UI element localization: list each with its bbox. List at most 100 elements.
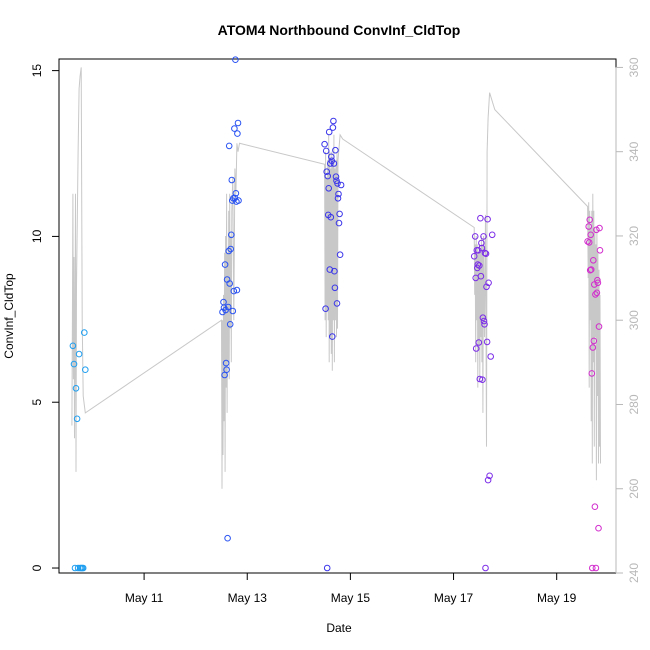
- data-point: [324, 172, 332, 180]
- y-axis: 0 5 10 15: [30, 64, 60, 571]
- data-point: [484, 476, 492, 484]
- data-point: [483, 338, 491, 346]
- data-point: [234, 119, 242, 127]
- data-point: [585, 239, 593, 246]
- data-point: [69, 342, 77, 350]
- data-point: [476, 262, 483, 269]
- data-point: [333, 300, 341, 307]
- data-point: [232, 56, 239, 64]
- data-point: [330, 160, 338, 167]
- data-point: [326, 266, 334, 273]
- data-point: [229, 307, 237, 315]
- data-point: [335, 219, 343, 227]
- data-point: [588, 370, 596, 377]
- data-point: [328, 153, 335, 161]
- data-point: [72, 385, 80, 392]
- data-point: [335, 190, 342, 198]
- data-point: [323, 564, 331, 572]
- data-point: [488, 231, 496, 239]
- data-point: [233, 286, 241, 294]
- data-point: [331, 267, 338, 275]
- data-point: [221, 261, 229, 268]
- right-y-axis: 240 260 280 300 320 340 360: [615, 57, 641, 583]
- data-point: [593, 289, 601, 297]
- data-point: [321, 140, 328, 148]
- data-point: [226, 321, 234, 328]
- data-point: [325, 128, 333, 136]
- data-point: [481, 321, 488, 328]
- data-point: [594, 276, 601, 284]
- data-point: [479, 314, 487, 322]
- data-point: [230, 287, 238, 295]
- data-point: [584, 238, 591, 245]
- data-point: [586, 216, 594, 224]
- data-point: [227, 245, 234, 253]
- x-axis: May 11 May 13 May 15 May 17 May 19: [125, 572, 577, 605]
- data-point: [480, 317, 488, 325]
- chart-title: ATOM4 Northbound ConvInf_CldTop: [218, 22, 461, 38]
- y-tick-label: 15: [30, 64, 44, 78]
- data-point: [472, 345, 480, 352]
- points-layer: [69, 56, 604, 572]
- x-tick-label: May 13: [228, 591, 268, 605]
- temperature-line-layer: [71, 67, 601, 489]
- data-point: [596, 224, 603, 232]
- data-point: [323, 168, 331, 175]
- data-point: [329, 124, 337, 131]
- data-point: [330, 117, 337, 125]
- data-point: [590, 257, 597, 264]
- data-point: [595, 323, 603, 330]
- x-axis-label: Date: [326, 621, 352, 635]
- right-y-tick-label: 360: [627, 57, 641, 77]
- data-point: [596, 247, 604, 254]
- data-point: [471, 233, 479, 240]
- data-point: [587, 266, 595, 273]
- data-point: [235, 197, 242, 204]
- data-point: [478, 244, 486, 252]
- data-point: [79, 564, 87, 572]
- data-point: [475, 339, 483, 346]
- data-point: [592, 564, 600, 572]
- right-y-tick-label: 300: [627, 310, 641, 330]
- data-point: [332, 173, 340, 180]
- data-point: [232, 190, 240, 197]
- data-point: [224, 534, 231, 542]
- data-point: [224, 303, 232, 311]
- y-tick-label: 0: [30, 564, 44, 571]
- data-point: [234, 130, 241, 137]
- data-point: [325, 185, 333, 192]
- data-point: [474, 261, 482, 268]
- data-point: [585, 223, 593, 230]
- right-y-tick-label: 280: [627, 394, 641, 414]
- data-point: [476, 375, 484, 383]
- data-point: [594, 279, 602, 287]
- data-point: [595, 524, 602, 532]
- data-point: [336, 251, 344, 258]
- data-point: [222, 359, 230, 367]
- data-point: [334, 195, 342, 202]
- right-y-tick-label: 320: [627, 226, 641, 246]
- data-point: [477, 272, 485, 280]
- series-line: [71, 67, 601, 489]
- data-point: [322, 147, 330, 155]
- x-tick-label: May 11: [125, 591, 164, 605]
- data-point: [482, 250, 490, 257]
- data-point: [478, 239, 485, 247]
- y-tick-label: 5: [30, 399, 44, 406]
- data-point: [591, 281, 598, 288]
- x-tick-label: May 15: [331, 591, 371, 605]
- data-point: [329, 333, 336, 340]
- data-point: [591, 503, 599, 511]
- data-point: [486, 472, 493, 480]
- x-tick-label: May 17: [434, 591, 474, 605]
- data-point: [485, 279, 492, 287]
- data-point: [82, 366, 89, 374]
- data-point: [73, 415, 81, 423]
- right-y-tick-label: 340: [627, 141, 641, 161]
- right-y-tick-label: 240: [627, 563, 641, 583]
- data-point: [589, 564, 596, 572]
- data-point: [587, 231, 595, 239]
- data-point: [334, 180, 341, 187]
